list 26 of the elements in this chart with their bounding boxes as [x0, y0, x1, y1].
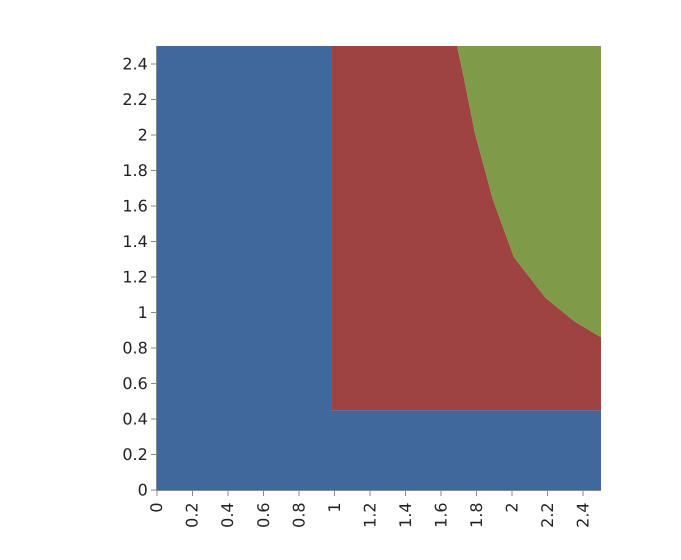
x-tick-label: 0.4 — [218, 502, 238, 528]
x-tick-label: 2 — [502, 502, 522, 513]
x-tick-label: 1.8 — [466, 502, 486, 528]
y-tick-label: 1.2 — [122, 267, 148, 286]
y-tick-label: 0 — [138, 480, 148, 500]
y-tick-label: 1 — [138, 303, 148, 322]
x-tick-label: 0 — [147, 502, 166, 513]
y-tick-label: 0.2 — [122, 445, 148, 464]
x-tick-label: 2.2 — [538, 502, 557, 528]
y-tick-label: 1.8 — [122, 160, 148, 180]
x-tick-label: 1.4 — [396, 502, 415, 528]
x-tick-label: 2.4 — [573, 502, 592, 528]
y-tick-label: 0.8 — [122, 338, 148, 358]
y-tick-label: 1.6 — [122, 196, 148, 216]
y-tick-label: 0.6 — [122, 374, 148, 394]
y-tick-label: 2 — [138, 125, 148, 144]
y-tick-label: 0.4 — [122, 410, 148, 429]
x-tick-label: 0.8 — [289, 502, 308, 528]
x-tick-label: 1.6 — [431, 502, 450, 528]
x-tick-label: 1 — [324, 502, 344, 513]
y-tick-label: 2.2 — [122, 90, 148, 109]
x-tick-label: 0.2 — [182, 502, 202, 528]
x-tick-label: 0.6 — [254, 502, 273, 528]
x-tick-label: 1.2 — [360, 502, 380, 528]
y-tick-label: 2.4 — [122, 54, 148, 74]
y-tick-label: 1.4 — [122, 232, 148, 251]
